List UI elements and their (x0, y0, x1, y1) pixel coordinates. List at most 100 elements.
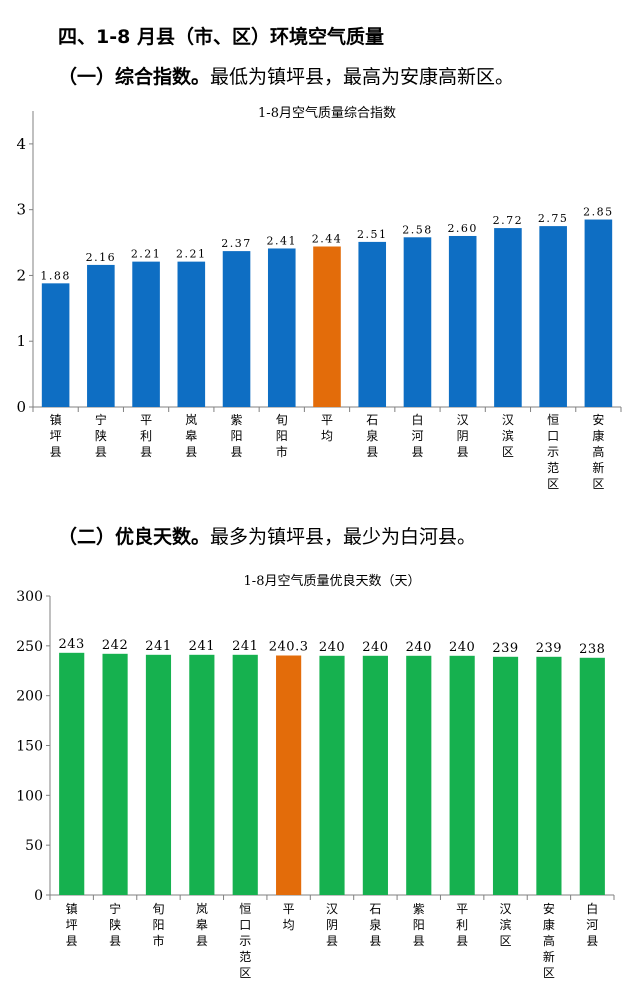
days-chart-category-label-char: 平 (456, 902, 468, 916)
days-chart-y-tick-label: 50 (25, 838, 43, 854)
good-days-chart: 1-8月空气质量优良天数（天） 0 50 100 150 200 250 300 243 镇坪县 2… (16, 573, 615, 980)
days-chart-bar (232, 654, 258, 895)
days-chart-value-label: 239 (536, 641, 562, 656)
index-chart-category-label-char: 旬 (276, 413, 288, 427)
index-chart-category-label-char: 县 (366, 445, 378, 459)
index-chart-category-label-char: 泉 (366, 429, 378, 443)
days-chart-category-label-char: 范 (239, 950, 251, 964)
days-chart-bar (319, 655, 345, 895)
index-chart-category-label-char: 县 (457, 445, 469, 459)
days-chart-category-label-char: 县 (413, 934, 425, 948)
section2-label: （二）优良天数。 (58, 526, 211, 548)
index-chart-bar (132, 261, 160, 407)
days-chart-category-label-char: 汉 (326, 902, 338, 916)
index-chart-category-label-char: 镇 (50, 413, 62, 427)
section1-text: 最低为镇坪县，最高为安康高新区。 (210, 66, 515, 88)
days-chart-bar (449, 655, 475, 895)
index-chart-y-tick-label: 4 (16, 135, 26, 153)
days-chart-bar (362, 655, 388, 895)
days-chart-value-label: 241 (189, 639, 215, 654)
days-chart-category-label-char: 旬 (152, 902, 164, 916)
index-chart-category-label-char: 县 (411, 445, 423, 459)
index-chart-bar (403, 237, 432, 407)
index-chart-category-label-char: 区 (502, 445, 514, 459)
index-chart-category-label-char: 市 (276, 444, 288, 459)
index-chart-category-label-char: 汉 (457, 413, 469, 427)
days-chart-y-tick-label: 250 (16, 639, 43, 655)
days-chart-category-label-char: 康 (543, 917, 555, 932)
index-chart-bar (222, 251, 251, 407)
index-chart-category-label-char: 高 (592, 444, 604, 459)
days-chart-bar (406, 655, 432, 895)
days-chart-category-label-char: 区 (500, 934, 512, 948)
days-chart-category-label-char: 市 (152, 933, 164, 948)
index-chart-category-label-char: 安 (592, 412, 604, 427)
index-chart-bar (448, 235, 477, 407)
index-chart-title: 1-8月空气质量综合指数 (258, 105, 396, 121)
index-chart-category-label-char: 县 (140, 445, 152, 459)
index-chart-value-label: 2.51 (357, 228, 388, 241)
section2-paragraph: （二）优良天数。最多为镇坪县，最少为白河县。 (58, 522, 476, 549)
index-chart-bar (494, 228, 522, 407)
composite-index-chart: 1-8月空气质量综合指数 0 1 2 3 4 1.88 镇坪县 2.16 宁陕县 2.21 平利县 2.… (16, 105, 622, 491)
days-chart-value-label: 241 (145, 639, 171, 654)
days-chart-value-label: 241 (232, 639, 258, 654)
index-chart-category-label-char: 县 (50, 445, 62, 459)
days-chart-category-label-char: 区 (239, 966, 251, 980)
index-chart-category-label-char: 示 (547, 445, 559, 459)
days-chart-category-label-char: 县 (369, 934, 381, 948)
days-chart-category-label-char: 泉 (369, 918, 381, 932)
days-chart-bar (102, 653, 128, 895)
index-chart-value-label: 2.72 (493, 214, 524, 227)
index-chart-value-label: 2.85 (583, 206, 614, 219)
days-chart-category-label-char: 白 (586, 901, 598, 916)
index-chart-bar (584, 219, 613, 407)
days-chart-category-label-char: 口 (239, 918, 251, 932)
days-chart-category-label-char: 阳 (152, 918, 164, 932)
days-chart-category-label-char: 区 (543, 966, 555, 980)
days-chart-category-label-char: 利 (456, 918, 468, 932)
index-chart-value-label: 2.75 (538, 212, 569, 225)
section2-text: 最多为镇坪县，最少为白河县。 (210, 526, 477, 548)
index-chart-category-label-char: 均 (321, 429, 333, 443)
index-chart-category-label-char: 滨 (502, 428, 514, 443)
index-chart-bar (313, 246, 341, 407)
days-chart-category-label-char: 皋 (196, 917, 208, 932)
days-chart-value-label: 238 (579, 642, 605, 657)
index-chart-category-label-char: 县 (185, 445, 197, 459)
index-chart-value-label: 2.44 (312, 233, 343, 246)
index-chart-category-label-char: 河 (411, 429, 423, 443)
index-chart-category-label-char: 平 (321, 413, 333, 427)
index-chart-bar (177, 261, 206, 407)
days-chart-value-label: 242 (102, 638, 128, 653)
index-chart-value-label: 2.16 (86, 251, 117, 264)
index-chart-category-label-char: 康 (592, 428, 604, 443)
index-chart-category-label-char: 陕 (95, 428, 107, 443)
days-chart-bar (492, 656, 519, 895)
index-chart-bar (358, 241, 387, 407)
days-chart-category-label-char: 平 (283, 902, 295, 916)
index-chart-category-label-char: 利 (140, 429, 152, 443)
index-chart-y-tick-label: 1 (16, 332, 26, 350)
days-chart-category-label-char: 岚 (196, 902, 208, 916)
days-chart-category-label-char: 恒 (239, 902, 251, 916)
index-chart-category-label-char: 紫 (231, 413, 243, 427)
days-chart-value-label: 240 (406, 640, 432, 655)
days-chart-category-label-char: 阳 (413, 918, 425, 932)
days-chart-bar (536, 656, 562, 895)
index-chart-bar (87, 264, 115, 407)
days-chart-y-tick-label: 0 (34, 888, 43, 904)
days-chart-bar (579, 657, 605, 895)
days-chart-bar (59, 652, 85, 895)
days-chart-category-label-char: 汉 (500, 902, 512, 916)
index-chart-category-label-char: 恒 (547, 413, 559, 427)
index-chart-y-tick-label: 3 (16, 201, 26, 219)
days-chart-category-label-char: 镇 (66, 902, 78, 916)
days-chart-category-label-char: 高 (543, 933, 555, 948)
index-chart-category-label-char: 口 (547, 429, 559, 443)
index-chart-value-label: 2.21 (176, 248, 207, 261)
days-chart-category-label-char: 新 (543, 949, 555, 964)
index-chart-bar (267, 248, 296, 407)
index-chart-y-tick-label: 0 (16, 398, 26, 416)
days-chart-category-label-char: 紫 (413, 902, 425, 916)
